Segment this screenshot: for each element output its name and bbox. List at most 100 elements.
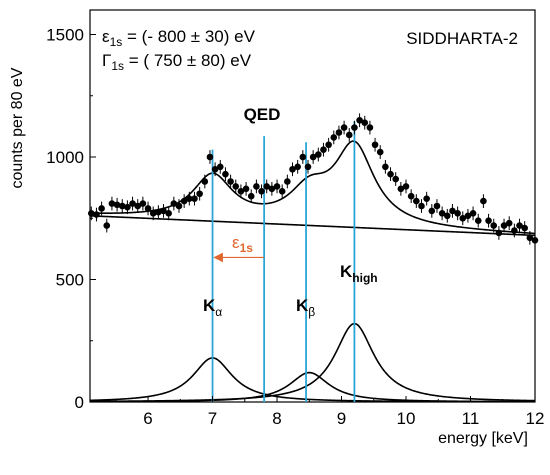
y-tick-label: 500: [56, 271, 84, 290]
data-marker: [356, 116, 363, 124]
data-marker: [474, 217, 482, 224]
data-marker: [237, 188, 245, 195]
data-marker: [129, 200, 136, 207]
data-marker: [289, 165, 296, 173]
data-point: [247, 189, 255, 204]
data-marker: [459, 214, 467, 222]
data-point: [160, 204, 167, 218]
data-marker: [418, 202, 425, 210]
data-point: [273, 179, 281, 194]
data-point: [387, 167, 394, 182]
data-marker: [113, 201, 121, 209]
x-tick-label: 11: [462, 409, 480, 428]
data-point: [186, 191, 193, 206]
data-point: [191, 191, 198, 206]
data-marker: [345, 131, 353, 139]
data-point: [309, 150, 317, 164]
data-marker: [216, 163, 224, 171]
data-point: [495, 226, 503, 240]
gamma-annotation: Γ1s = ( 750 ± 80) eV: [102, 51, 252, 73]
data-marker: [253, 183, 260, 190]
shift-symbol: ε: [232, 233, 240, 252]
data-marker: [433, 202, 441, 210]
data-marker: [351, 124, 358, 131]
data-point: [464, 208, 472, 223]
data-marker: [180, 197, 188, 205]
data-marker: [423, 195, 430, 202]
data-point: [345, 128, 353, 142]
data-marker: [464, 212, 472, 220]
data-point: [268, 181, 276, 196]
data-point: [206, 150, 214, 164]
data-marker: [299, 153, 307, 161]
data-point: [315, 147, 322, 162]
data-point: [418, 199, 425, 213]
data-point: [500, 218, 508, 233]
data-point: [175, 199, 183, 213]
data-marker: [490, 222, 498, 229]
data-marker: [392, 175, 399, 183]
y-tick-label: 1500: [46, 26, 84, 45]
data-point: [423, 191, 430, 206]
data-point: [129, 196, 136, 211]
data-marker: [93, 211, 100, 218]
data-marker: [211, 165, 219, 173]
data-point: [459, 211, 467, 226]
data-point: [103, 218, 111, 233]
data-marker: [413, 197, 420, 205]
data-point: [289, 162, 296, 177]
data-marker: [170, 200, 178, 207]
data-point: [242, 181, 250, 196]
data-point: [443, 208, 451, 223]
data-point: [382, 159, 389, 174]
shift-label: ε1s: [232, 233, 253, 255]
data-point: [237, 184, 245, 199]
data-point: [454, 206, 461, 221]
data-point: [469, 206, 477, 221]
epsilon-symbol: ε: [102, 27, 110, 46]
data-marker: [155, 208, 162, 216]
peak-curve-k-high: [89, 322, 536, 403]
qed-label: QED: [244, 105, 281, 124]
data-marker: [516, 222, 523, 229]
data-marker: [232, 183, 240, 190]
data-point: [505, 216, 513, 231]
data-point: [428, 204, 436, 218]
data-point: [449, 204, 456, 218]
data-point: [438, 206, 446, 221]
data-point: [155, 205, 162, 219]
data-point: [335, 125, 343, 140]
data-marker: [134, 202, 142, 210]
k-beta-subscript: β: [308, 305, 315, 319]
axis-ticks: 6 7 8 9 10 11 12 0 500 1000 1500: [46, 26, 544, 429]
data-marker: [309, 153, 317, 161]
gamma-symbol: Γ: [102, 51, 111, 70]
data-marker: [165, 210, 172, 217]
data-marker: [186, 195, 193, 202]
k-beta-symbol: K: [296, 296, 309, 315]
data-point: [278, 184, 286, 199]
data-point: [134, 199, 142, 213]
data-marker: [222, 170, 229, 178]
x-tick-label: 7: [208, 409, 217, 428]
data-point: [98, 201, 105, 216]
data-point: [397, 181, 405, 196]
data-point: [351, 120, 358, 135]
x-tick-label: 8: [272, 409, 281, 428]
data-point: [330, 130, 338, 145]
data-marker: [382, 163, 389, 171]
y-tick-label: 1000: [46, 148, 84, 167]
data-marker: [325, 141, 332, 149]
x-axis-label: energy [keV]: [438, 430, 528, 447]
epsilon-annotation: ε1s = (- 800 ± 30) eV: [102, 27, 256, 49]
data-points: [87, 113, 539, 248]
plot-frame: [89, 9, 536, 403]
data-marker: [268, 185, 276, 193]
data-marker: [526, 234, 534, 242]
data-point: [356, 113, 363, 128]
data-point: [361, 115, 369, 130]
x-tick-label: 12: [526, 409, 545, 428]
data-point: [511, 223, 518, 238]
data-point: [149, 206, 157, 221]
